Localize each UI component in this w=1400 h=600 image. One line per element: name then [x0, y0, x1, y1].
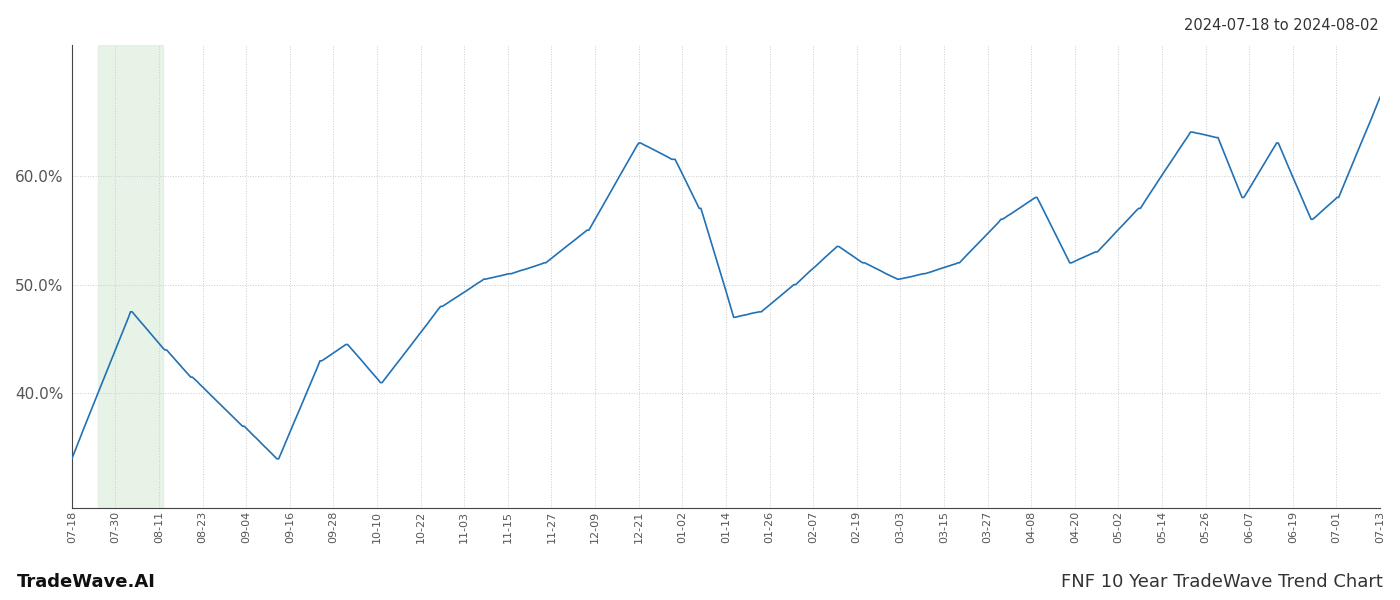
Text: TradeWave.AI: TradeWave.AI [17, 573, 155, 591]
Text: FNF 10 Year TradeWave Trend Chart: FNF 10 Year TradeWave Trend Chart [1061, 573, 1383, 591]
Bar [98, 45, 164, 508]
Text: 2024-07-18 to 2024-08-02: 2024-07-18 to 2024-08-02 [1184, 18, 1379, 33]
